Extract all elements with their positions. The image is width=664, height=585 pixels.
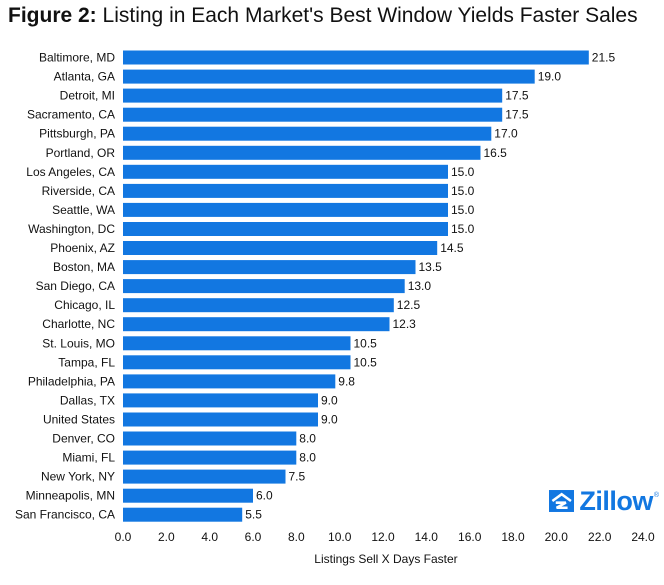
zillow-logo: Zillow ®	[549, 485, 659, 517]
bar	[123, 374, 336, 389]
data-label: 12.5	[397, 298, 421, 312]
data-label: 8.0	[299, 432, 316, 446]
data-label: 15.0	[451, 203, 475, 217]
category-label: Sacramento, CA	[27, 108, 115, 122]
category-label: Baltimore, MD	[39, 51, 115, 65]
chart-title: Figure 2: Listing in Each Market's Best …	[8, 4, 664, 28]
data-label: 15.0	[451, 165, 475, 179]
data-label: 9.0	[321, 413, 338, 427]
data-label: 6.0	[256, 489, 273, 503]
data-label: 10.5	[354, 336, 378, 350]
x-tick-label: 18.0	[501, 530, 525, 544]
category-label: San Diego, CA	[36, 279, 115, 293]
category-label: New York, NY	[41, 470, 115, 484]
bar	[123, 317, 390, 332]
category-label: Philadelphia, PA	[28, 374, 115, 388]
category-label: Pittsburgh, PA	[39, 127, 115, 141]
category-label: Phoenix, AZ	[50, 241, 115, 255]
data-label: 9.8	[338, 374, 355, 388]
data-label: 16.5	[484, 146, 508, 160]
x-tick-label: 14.0	[415, 530, 439, 544]
x-tick-label: 20.0	[545, 530, 569, 544]
x-tick-label: 24.0	[631, 530, 655, 544]
category-label: Charlotte, NC	[42, 317, 115, 331]
category-label: Miami, FL	[62, 451, 115, 465]
data-label: 13.5	[419, 260, 443, 274]
data-label: 13.0	[408, 279, 432, 293]
data-label: 7.5	[289, 470, 306, 484]
category-label: Los Angeles, CA	[26, 165, 115, 179]
x-tick-label: 10.0	[328, 530, 352, 544]
data-label: 15.0	[451, 222, 475, 236]
category-label: Chicago, IL	[54, 298, 115, 312]
chart-title-text: Listing in Each Market's Best Window Yie…	[102, 4, 638, 27]
bar	[123, 355, 351, 370]
figure-number: Figure 2:	[8, 4, 97, 27]
category-label: Dallas, TX	[60, 393, 115, 407]
bar	[123, 469, 286, 484]
data-label: 17.0	[494, 127, 518, 141]
bar	[123, 241, 438, 255]
bar	[123, 450, 297, 465]
category-label: Tampa, FL	[58, 355, 115, 369]
registered-mark: ®	[653, 492, 659, 499]
x-tick-label: 6.0	[245, 530, 262, 544]
data-label: 9.0	[321, 393, 338, 407]
category-label: United States	[43, 413, 115, 427]
x-tick-label: 16.0	[458, 530, 482, 544]
bar	[123, 260, 416, 275]
data-label: 12.3	[393, 317, 417, 331]
bar	[123, 336, 351, 351]
category-label: St. Louis, MO	[42, 336, 115, 350]
category-label: Detroit, MI	[60, 89, 115, 103]
bar	[123, 183, 448, 198]
bar	[123, 279, 405, 294]
category-label: Washington, DC	[28, 222, 115, 236]
category-label: San Francisco, CA	[15, 508, 115, 522]
bar	[123, 393, 318, 408]
bar	[123, 412, 318, 427]
bar	[123, 202, 448, 217]
zillow-logo-icon	[549, 490, 575, 512]
bar	[123, 431, 297, 446]
bar	[123, 107, 503, 122]
x-tick-label: 12.0	[371, 530, 395, 544]
category-label: Denver, CO	[52, 432, 115, 446]
data-label: 14.5	[440, 241, 464, 255]
bar	[123, 145, 481, 160]
bar	[123, 88, 503, 103]
x-tick-label: 22.0	[588, 530, 612, 544]
data-label: 19.0	[538, 70, 562, 84]
bar	[123, 126, 492, 141]
category-label: Seattle, WA	[52, 203, 115, 217]
category-label: Riverside, CA	[42, 184, 115, 198]
category-label: Atlanta, GA	[54, 70, 115, 84]
x-tick-label: 8.0	[288, 530, 305, 544]
x-tick-label: 2.0	[158, 530, 175, 544]
data-label: 5.5	[245, 508, 262, 522]
category-label: Minneapolis, MN	[26, 489, 115, 503]
bar	[123, 488, 253, 503]
data-label: 21.5	[592, 51, 616, 65]
bar	[123, 69, 535, 84]
bar	[123, 50, 589, 65]
data-label: 17.5	[505, 108, 529, 122]
zillow-logo-text: Zillow	[579, 485, 653, 516]
data-label: 17.5	[505, 89, 529, 103]
bar	[123, 164, 448, 179]
bar	[123, 507, 243, 522]
x-tick-label: 0.0	[115, 530, 132, 544]
bar	[123, 298, 394, 313]
x-axis-label: Listings Sell X Days Faster	[314, 552, 457, 566]
category-label: Portland, OR	[46, 146, 116, 160]
x-tick-label: 4.0	[201, 530, 218, 544]
data-label: 10.5	[354, 355, 378, 369]
bar	[123, 222, 448, 236]
data-label: 15.0	[451, 184, 475, 198]
data-label: 8.0	[299, 451, 316, 465]
category-label: Boston, MA	[53, 260, 115, 274]
